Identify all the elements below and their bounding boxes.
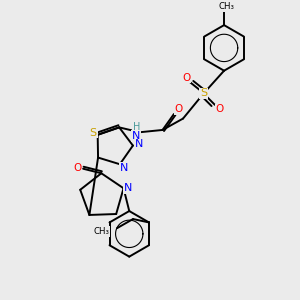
Text: CH₃: CH₃ [93, 227, 109, 236]
Text: N: N [134, 140, 143, 149]
Text: O: O [215, 104, 223, 115]
Text: H: H [133, 122, 140, 131]
Text: N: N [120, 163, 129, 173]
Text: O: O [182, 73, 190, 82]
Text: O: O [73, 163, 82, 172]
Text: O: O [174, 104, 183, 115]
Text: N: N [124, 183, 132, 193]
Text: N: N [132, 131, 140, 141]
Text: CH₃: CH₃ [218, 2, 234, 11]
Text: S: S [200, 88, 207, 98]
Text: S: S [89, 128, 97, 137]
